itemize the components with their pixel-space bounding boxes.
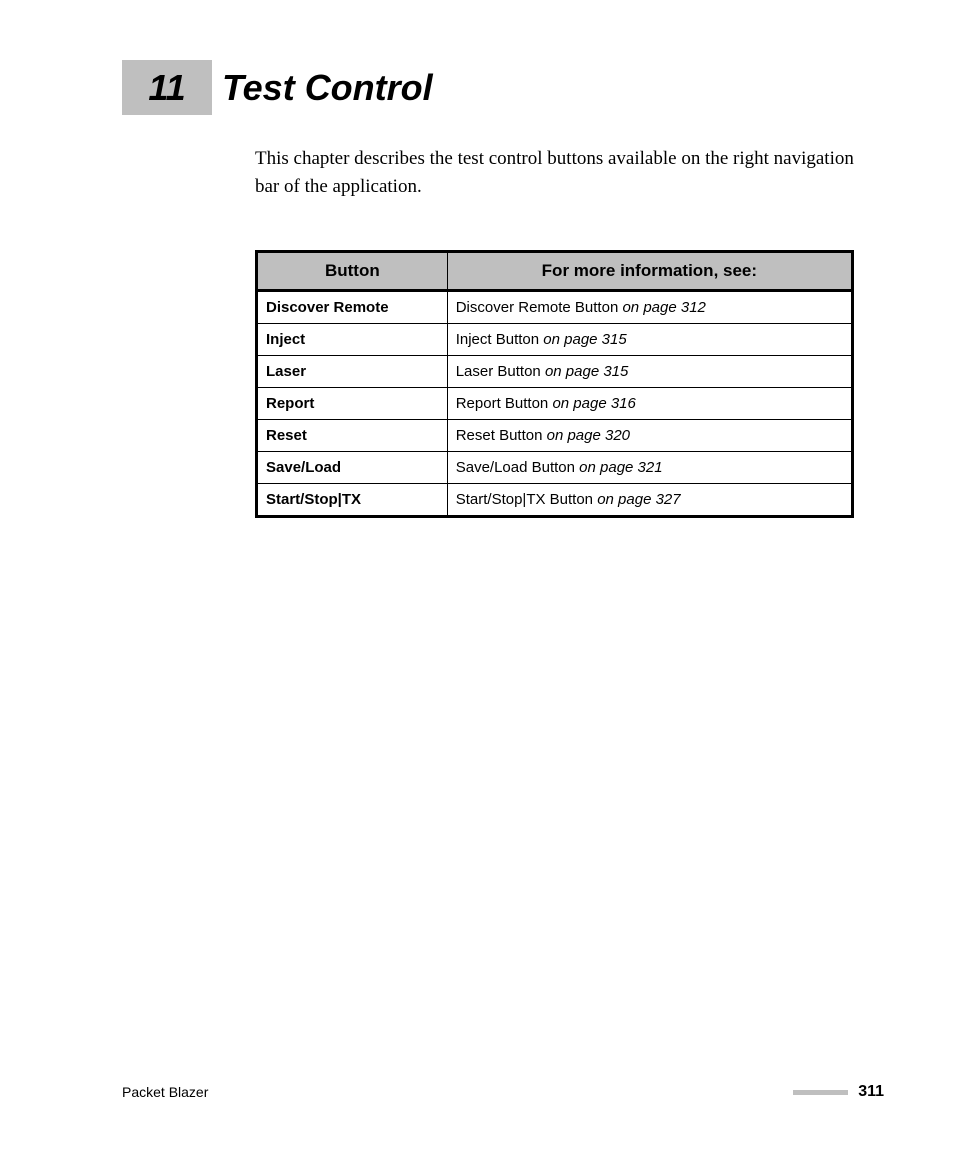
table-header-row: Button For more information, see: xyxy=(257,252,853,291)
cell-button-name: Reset xyxy=(257,420,448,452)
footer-right-group: 311 xyxy=(793,1083,884,1101)
table-row: Report Report Button on page 316 xyxy=(257,388,853,420)
footer-accent-bar xyxy=(793,1090,848,1095)
chapter-title: Test Control xyxy=(222,67,433,109)
cell-reference: Reset Button on page 320 xyxy=(447,420,852,452)
cell-reference: Start/Stop|TX Button on page 327 xyxy=(447,484,852,517)
reference-table: Button For more information, see: Discov… xyxy=(255,250,854,518)
column-header-info: For more information, see: xyxy=(447,252,852,291)
cell-reference: Report Button on page 316 xyxy=(447,388,852,420)
intro-paragraph: This chapter describes the test control … xyxy=(255,145,854,200)
table-row: Save/Load Save/Load Button on page 321 xyxy=(257,452,853,484)
cell-reference: Save/Load Button on page 321 xyxy=(447,452,852,484)
cell-reference: Discover Remote Button on page 312 xyxy=(447,291,852,324)
footer-product-name: Packet Blazer xyxy=(122,1084,208,1100)
cell-reference: Inject Button on page 315 xyxy=(447,324,852,356)
table-row: Reset Reset Button on page 320 xyxy=(257,420,853,452)
cell-button-name: Discover Remote xyxy=(257,291,448,324)
cell-reference: Laser Button on page 315 xyxy=(447,356,852,388)
reference-table-container: Button For more information, see: Discov… xyxy=(255,250,854,518)
column-header-button: Button xyxy=(257,252,448,291)
chapter-number-box: 11 xyxy=(122,60,212,115)
chapter-number: 11 xyxy=(148,67,185,109)
cell-button-name: Save/Load xyxy=(257,452,448,484)
document-page: 11 Test Control This chapter describes t… xyxy=(0,0,954,1159)
table-row: Start/Stop|TX Start/Stop|TX Button on pa… xyxy=(257,484,853,517)
page-footer: Packet Blazer 311 xyxy=(122,1083,884,1101)
cell-button-name: Start/Stop|TX xyxy=(257,484,448,517)
cell-button-name: Report xyxy=(257,388,448,420)
cell-button-name: Inject xyxy=(257,324,448,356)
chapter-heading: 11 Test Control xyxy=(122,60,884,115)
table-row: Discover Remote Discover Remote Button o… xyxy=(257,291,853,324)
footer-page-number: 311 xyxy=(858,1083,884,1101)
table-row: Laser Laser Button on page 315 xyxy=(257,356,853,388)
cell-button-name: Laser xyxy=(257,356,448,388)
table-row: Inject Inject Button on page 315 xyxy=(257,324,853,356)
